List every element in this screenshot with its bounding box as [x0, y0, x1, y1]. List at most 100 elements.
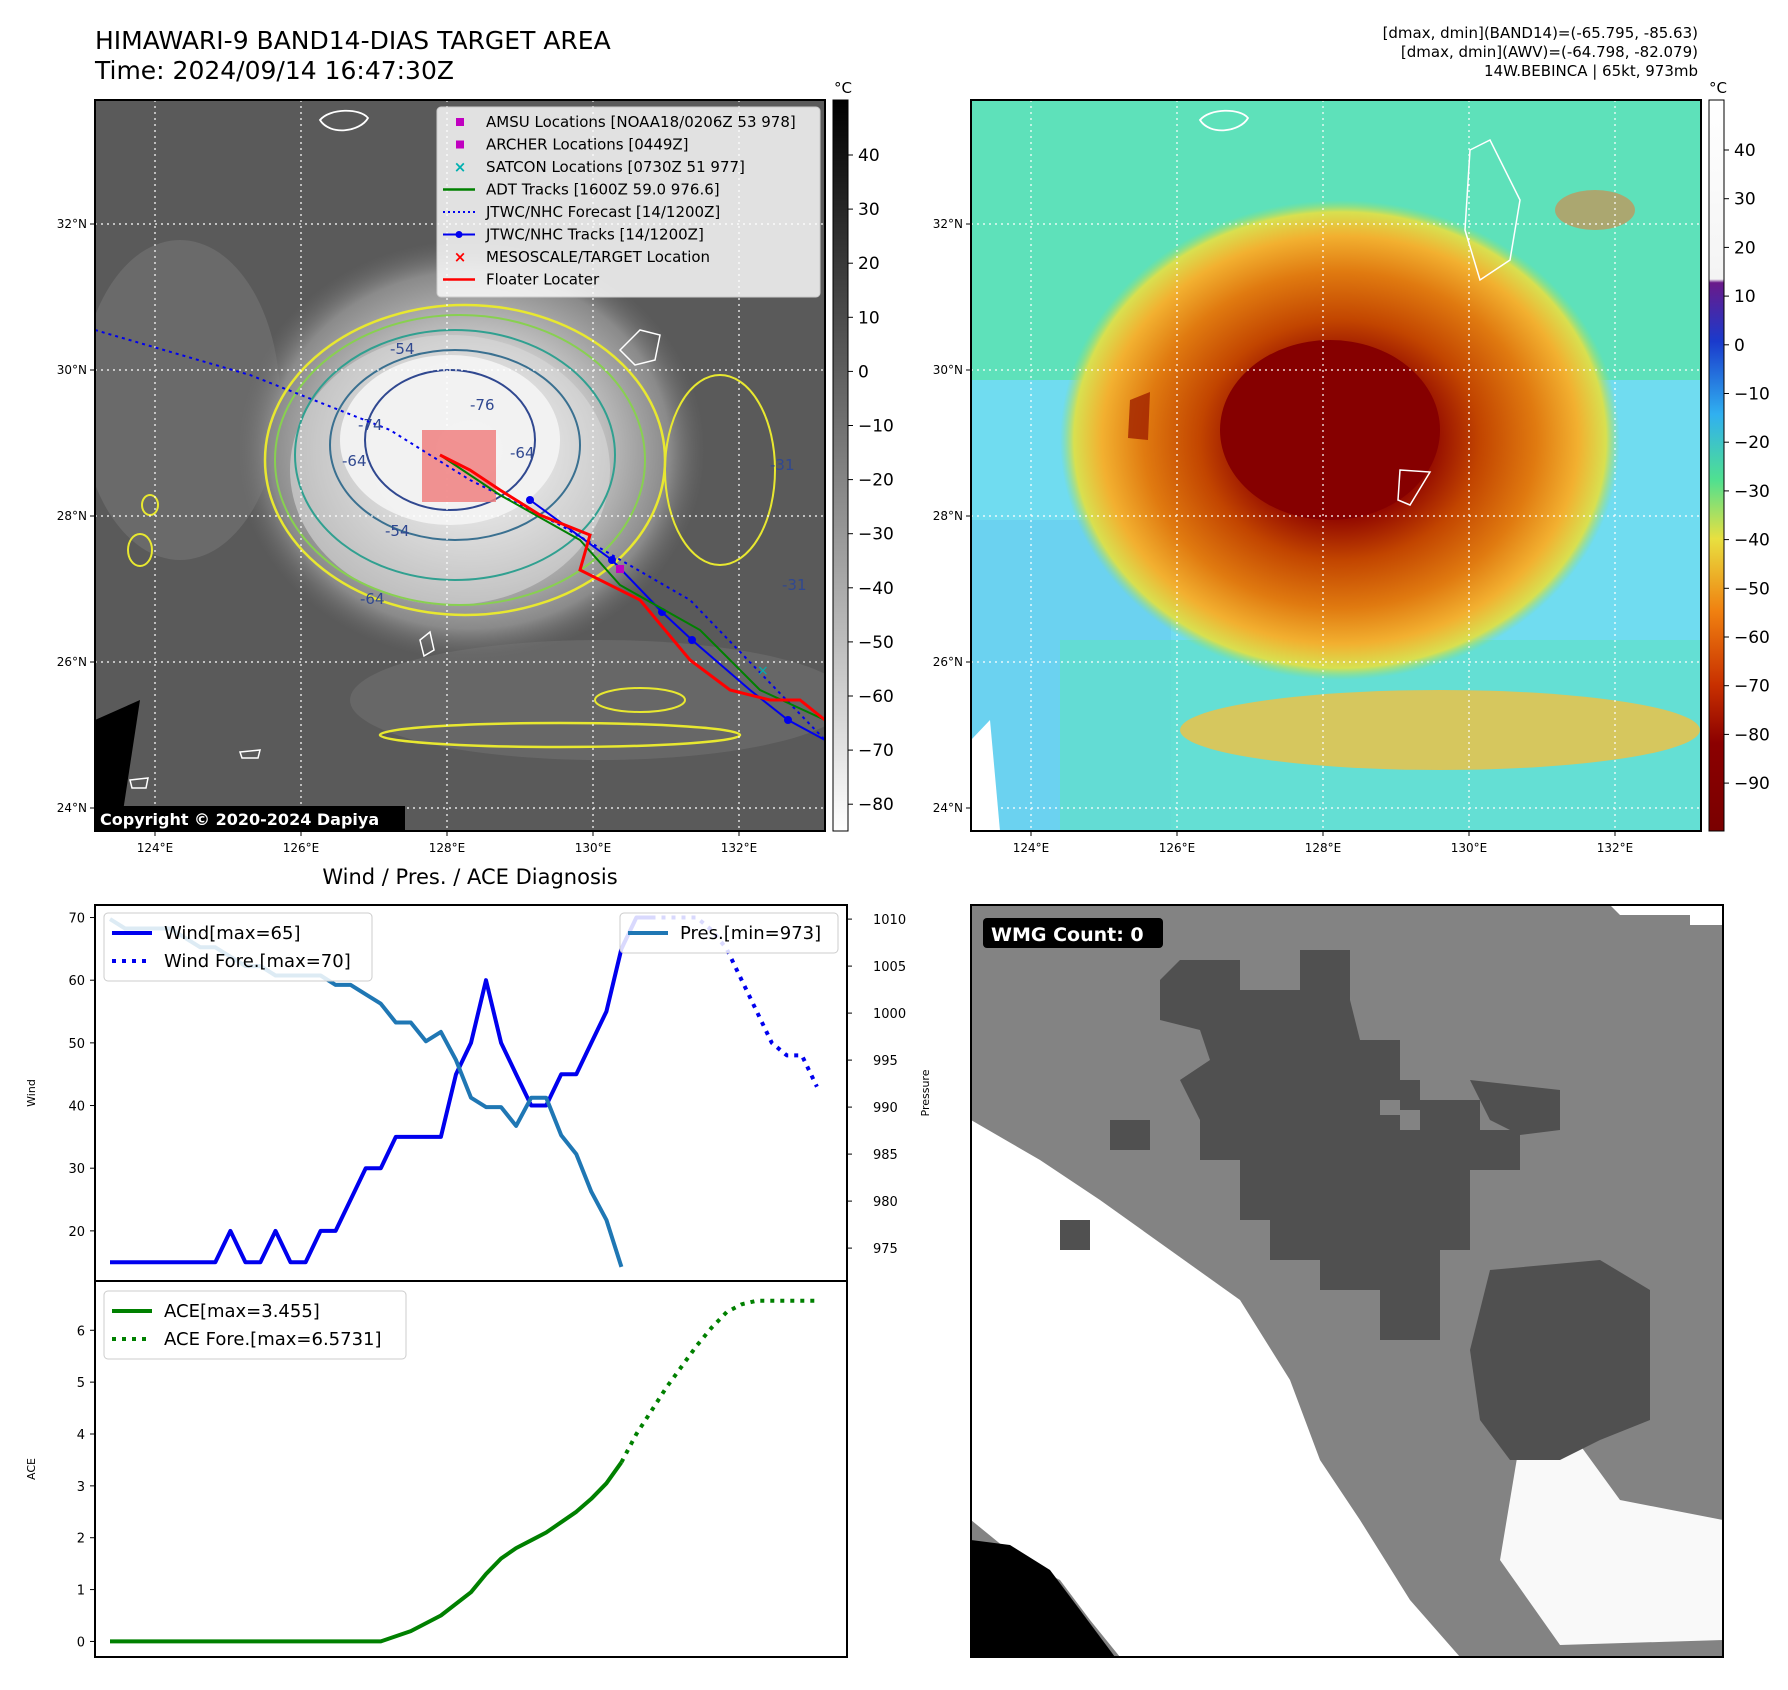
y2-tick-label: 995 [873, 1054, 898, 1069]
colorbar-tick-label: −30 [1734, 482, 1770, 502]
legend-label: SATCON Locations [0730Z 51 977] [486, 158, 745, 176]
storm-info-text: 14W.BEBINCA | 65kt, 973mb [1484, 62, 1698, 80]
coastline [318, 109, 370, 132]
adt-track [439, 454, 825, 721]
legend-label: Wind Fore.[max=70] [164, 951, 351, 972]
lat-tick-label: 24°N [933, 801, 963, 815]
legend-label: ADT Tracks [1600Z 59.0 976.6] [486, 181, 720, 199]
wind-pressure-chart: Wind / Pres. / ACE Diagnosis 20 30 40 50 60 7… [25, 865, 932, 1282]
colorbar-tick-label: −50 [858, 633, 894, 653]
y-tick-label: 70 [68, 912, 85, 927]
contour-teal [294, 329, 616, 581]
svg-text:°C: °C [834, 79, 852, 97]
legend-label: ACE Fore.[max=6.5731] [164, 1329, 382, 1350]
lat-tick-label: 30°N [57, 363, 87, 377]
y2-tick-label: 1000 [873, 1007, 906, 1022]
wmg-white-region [971, 1120, 1460, 1657]
lon-tick-label: 126°E [283, 841, 320, 855]
colorbar-tick-label: −20 [858, 471, 894, 491]
figure-title: HIMAWARI-9 BAND14-DIAS TARGET AREA [95, 26, 611, 55]
colorbar-tick-label: −60 [858, 687, 894, 707]
series-line [110, 1461, 624, 1644]
colorbar-tick-label: 30 [1734, 190, 1756, 210]
contour-label: -54 [385, 522, 410, 540]
y-tick-label: 6 [77, 1324, 85, 1339]
diagnosis-title: Wind / Pres. / ACE Diagnosis [322, 865, 617, 889]
y2-tick-label: 1010 [873, 913, 906, 928]
series-line [110, 915, 652, 1265]
legend-marker: × [454, 158, 467, 176]
chart-legend [103, 1290, 407, 1360]
colorbar-tick-label: −30 [858, 525, 894, 545]
y-tick-label: 40 [68, 1100, 85, 1115]
lon-tick-label: 130°E [1451, 841, 1488, 855]
colorbar-tick-label: 20 [1734, 238, 1756, 258]
wmg-dark-cells [1060, 950, 1650, 1460]
y2-axis-label: Pressure [919, 1069, 932, 1116]
y-axis-label: ACE [25, 1458, 38, 1480]
contour-label: -76 [470, 396, 495, 414]
contour-label: -74 [358, 416, 383, 434]
y-tick-label: 5 [77, 1376, 85, 1391]
colorbar-tick-label: 20 [858, 254, 880, 274]
lat-tick-label: 28°N [933, 509, 963, 523]
colorbar-tick-label: −80 [858, 795, 894, 815]
contour-label: -54 [390, 340, 415, 358]
y-tick-label: 0 [77, 1635, 85, 1650]
lat-tick-label: 26°N [57, 655, 87, 669]
colorbar-tick-label: 30 [858, 200, 880, 220]
colorbar-tick-label: 10 [858, 308, 880, 328]
y2-tick-label: 980 [873, 1195, 898, 1210]
legend-label: ACE[max=3.455] [164, 1301, 320, 1322]
figure-time: Time: 2024/09/14 16:47:30Z [95, 56, 454, 85]
lon-tick-label: 130°E [575, 841, 612, 855]
lat-tick-label: 24°N [57, 801, 87, 815]
colorbar-tick-label: −10 [1734, 385, 1770, 405]
colorbar-tick-label: 10 [1734, 287, 1756, 307]
awv-gridlines [971, 100, 1701, 831]
wmg-panel: WMG Count: 0 [970, 904, 1724, 1658]
legend-label: Pres.[min=973] [680, 923, 821, 944]
no-data-region [95, 700, 140, 831]
series-line [619, 1298, 817, 1464]
contour-label: -64 [510, 444, 535, 462]
lon-tick-label: 128°E [429, 841, 466, 855]
colorbar-tick-label: 0 [858, 362, 869, 382]
legend-label: Floater Locater [486, 271, 600, 289]
colorbar-tick-label: 40 [1734, 141, 1756, 161]
wmg-black-region [971, 1540, 1115, 1657]
awv-colorbar: °C [1708, 79, 1727, 832]
y-tick-label: 60 [68, 974, 85, 989]
colorbar-tick-label: −90 [1734, 774, 1770, 794]
legend-label: JTWC/NHC Forecast [14/1200Z] [485, 203, 720, 221]
ace-chart: 0 1 2 3 4 5 6 ACE ACE[max=3.455] ACE Fore.[max=6… [25, 1280, 848, 1658]
y2-tick-label: 990 [873, 1101, 898, 1116]
legend-label: MESOSCALE/TARGET Location [486, 248, 710, 266]
y2-tick-label: 985 [873, 1148, 898, 1163]
amsu-marker [616, 565, 624, 573]
legend-label: Wind[max=65] [164, 923, 301, 944]
y-tick-label: 3 [77, 1480, 85, 1495]
bt-satellite-map: × -76 -64 -64 -54 -54 -31 -31 -64 -74 Co… [94, 99, 826, 832]
contour-labels: -76 -64 -64 -54 -54 -31 -31 -64 -74 [342, 340, 807, 608]
colorbar-tick-label: −80 [1734, 725, 1770, 745]
contour-label: -31 [782, 576, 807, 594]
contour-label: -64 [360, 590, 385, 608]
colorbar-tick-label: −10 [858, 417, 894, 437]
contour-label: -31 [770, 456, 795, 474]
awv-satellite-map [970, 99, 1702, 832]
colorbar-tick-label: −70 [1734, 677, 1770, 697]
lon-tick-label: 132°E [721, 841, 758, 855]
jtwc-forecast-track [95, 329, 825, 741]
colorbar-tick-label: −40 [1734, 531, 1770, 551]
lat-tick-label: 28°N [57, 509, 87, 523]
y-tick-label: 4 [77, 1428, 85, 1443]
lon-tick-label: 124°E [137, 841, 174, 855]
colorbar-tick-label: 0 [1734, 336, 1745, 356]
colorbar-tick-label: −70 [858, 741, 894, 761]
contour-green [274, 314, 646, 606]
band14-range-text: [dmax, dmin](BAND14)=(-65.795, -85.63) [1382, 24, 1698, 42]
colorbar-tick-label: −60 [1734, 628, 1770, 648]
lat-tick-label: 32°N [57, 217, 87, 231]
